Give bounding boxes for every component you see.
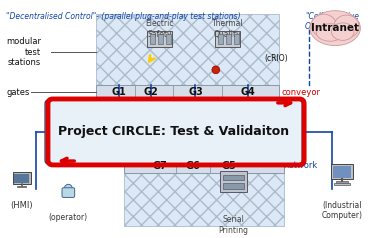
- Bar: [124, 160, 284, 173]
- Text: (HMI): (HMI): [10, 201, 33, 210]
- Text: (cRIO): (cRIO): [264, 54, 288, 63]
- Bar: [226, 34, 231, 44]
- Text: G5: G5: [221, 161, 236, 171]
- Text: G2: G2: [144, 87, 158, 97]
- Bar: [223, 175, 244, 180]
- Text: modular
test
stations: modular test stations: [6, 38, 41, 67]
- Bar: [96, 14, 279, 85]
- Text: Project CIRCLE: Test & Validaiton: Project CIRCLE: Test & Validaiton: [58, 125, 289, 139]
- Ellipse shape: [332, 23, 354, 40]
- Bar: [218, 34, 223, 44]
- Ellipse shape: [334, 15, 359, 38]
- Bar: [334, 183, 350, 185]
- Text: G1: G1: [111, 87, 126, 97]
- Circle shape: [212, 66, 220, 74]
- Bar: [220, 171, 247, 192]
- Bar: [158, 34, 163, 44]
- Bar: [124, 173, 284, 226]
- Bar: [234, 34, 238, 44]
- Text: network: network: [284, 161, 318, 170]
- Bar: [215, 31, 240, 47]
- Bar: [13, 172, 30, 184]
- Bar: [223, 183, 244, 189]
- Bar: [17, 186, 26, 187]
- Ellipse shape: [316, 24, 344, 41]
- Text: "Decentralised Control"- (parallel plug-and-play test stations): "Decentralised Control"- (parallel plug-…: [6, 12, 241, 21]
- Text: Thermal
Quality: Thermal Quality: [211, 20, 243, 39]
- Text: Intranet: Intranet: [311, 23, 359, 33]
- Text: "Collaborative
Orchestration": "Collaborative Orchestration": [305, 12, 361, 31]
- Bar: [336, 181, 348, 183]
- Text: G4: G4: [240, 87, 255, 97]
- Circle shape: [64, 184, 72, 192]
- Text: gates: gates: [6, 88, 30, 97]
- Bar: [166, 34, 171, 44]
- Text: (Industrial
Computer): (Industrial Computer): [321, 201, 363, 220]
- Bar: [96, 85, 279, 99]
- Text: conveyor: conveyor: [282, 88, 321, 97]
- Bar: [15, 174, 29, 183]
- FancyBboxPatch shape: [62, 188, 75, 198]
- Ellipse shape: [311, 14, 336, 37]
- Text: Electric
Safety: Electric Safety: [145, 20, 174, 39]
- Text: G3: G3: [188, 87, 203, 97]
- Text: (operator): (operator): [49, 213, 88, 223]
- FancyBboxPatch shape: [45, 100, 302, 164]
- Bar: [150, 34, 155, 44]
- Bar: [333, 166, 351, 178]
- Text: G6: G6: [185, 161, 200, 171]
- Text: G7: G7: [152, 161, 167, 171]
- Bar: [147, 31, 172, 47]
- Ellipse shape: [310, 11, 360, 46]
- Bar: [331, 164, 352, 179]
- Text: Serial
Printing: Serial Printing: [218, 215, 248, 235]
